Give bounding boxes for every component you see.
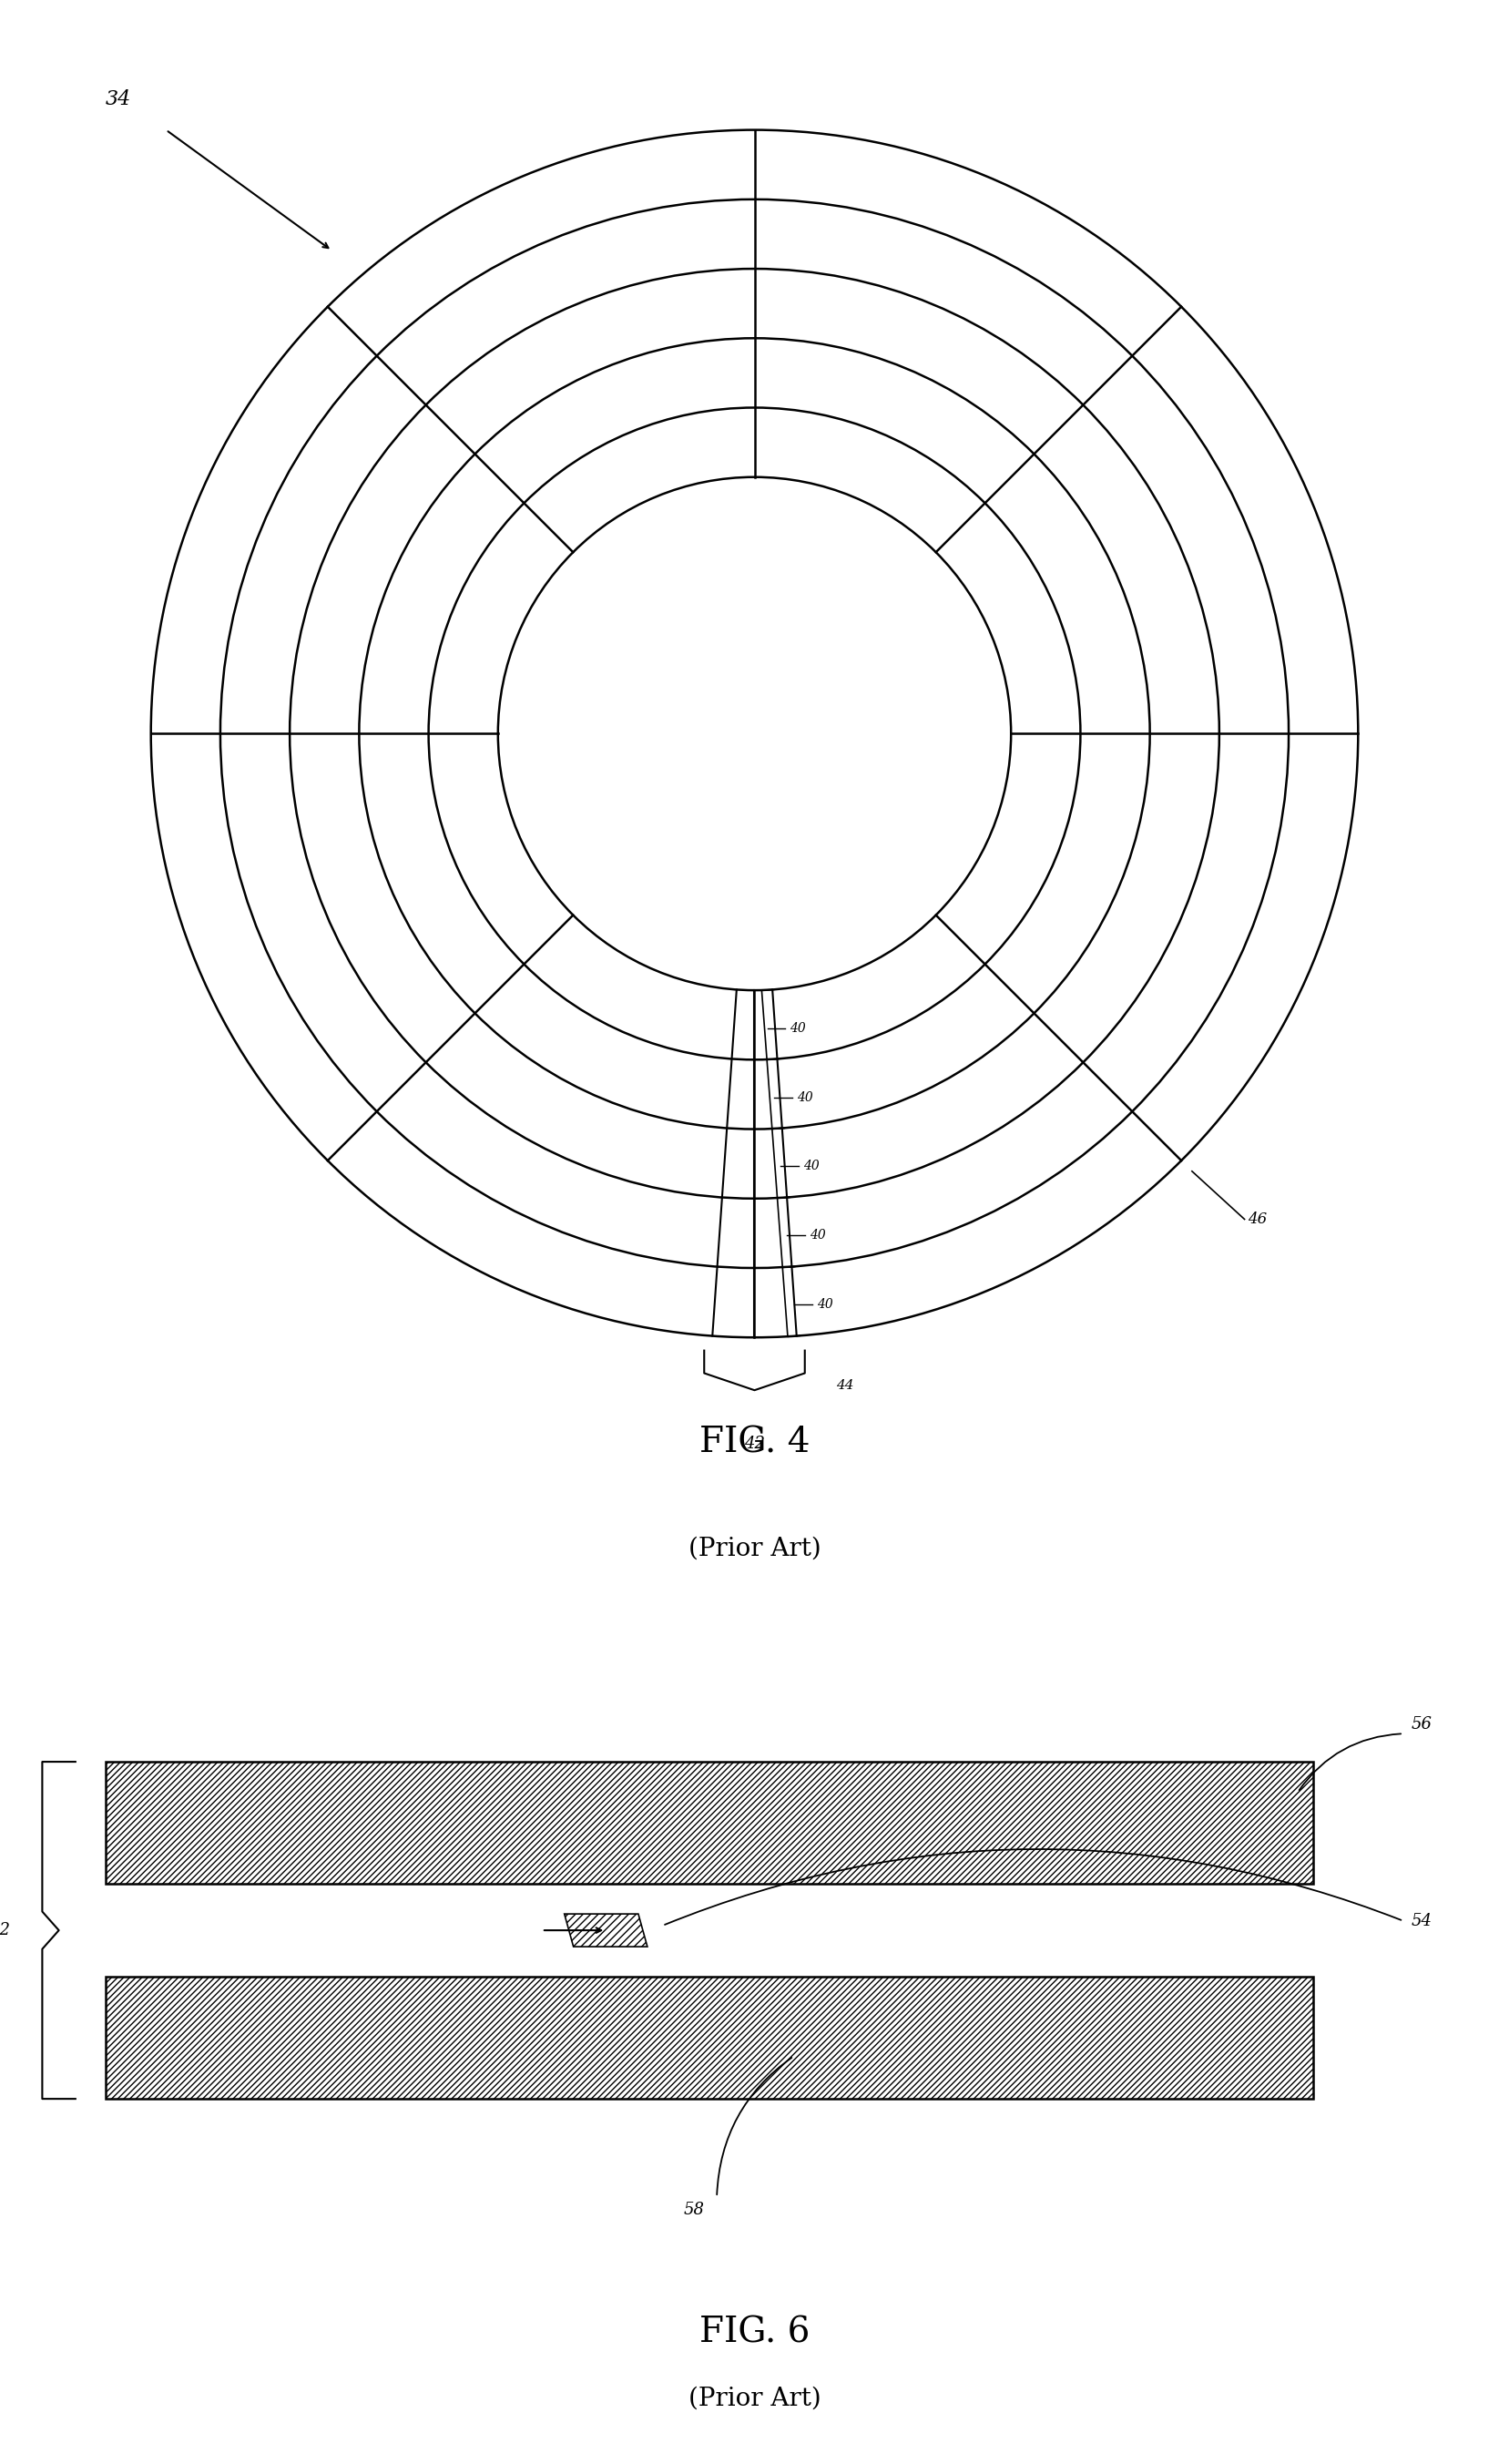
FancyArrowPatch shape: [1299, 1735, 1400, 1791]
Bar: [106, 1762, 1313, 1882]
Text: (Prior Art): (Prior Art): [688, 2385, 821, 2410]
Text: 40: 40: [810, 1230, 825, 1242]
Text: 56: 56: [1411, 1715, 1432, 1732]
Text: 46: 46: [1248, 1212, 1268, 1227]
Text: 52: 52: [0, 1922, 11, 1939]
FancyArrowPatch shape: [665, 1848, 1400, 1924]
Text: 58: 58: [684, 2203, 705, 2218]
FancyArrowPatch shape: [717, 2057, 792, 2195]
Text: FIG. 4: FIG. 4: [699, 1427, 810, 1459]
Text: (Prior Art): (Prior Art): [688, 1538, 821, 1562]
Text: 40: 40: [816, 1299, 833, 1311]
Text: 40: 40: [803, 1161, 819, 1173]
Text: 44: 44: [836, 1380, 854, 1392]
Text: 40: 40: [789, 1023, 806, 1035]
Polygon shape: [564, 1915, 647, 1947]
Text: 40: 40: [797, 1092, 813, 1104]
Text: 54: 54: [1411, 1912, 1432, 1929]
Text: 34: 34: [106, 89, 131, 111]
Text: 42: 42: [744, 1437, 765, 1451]
Bar: [106, 1976, 1313, 2099]
Text: FIG. 6: FIG. 6: [699, 2316, 810, 2351]
